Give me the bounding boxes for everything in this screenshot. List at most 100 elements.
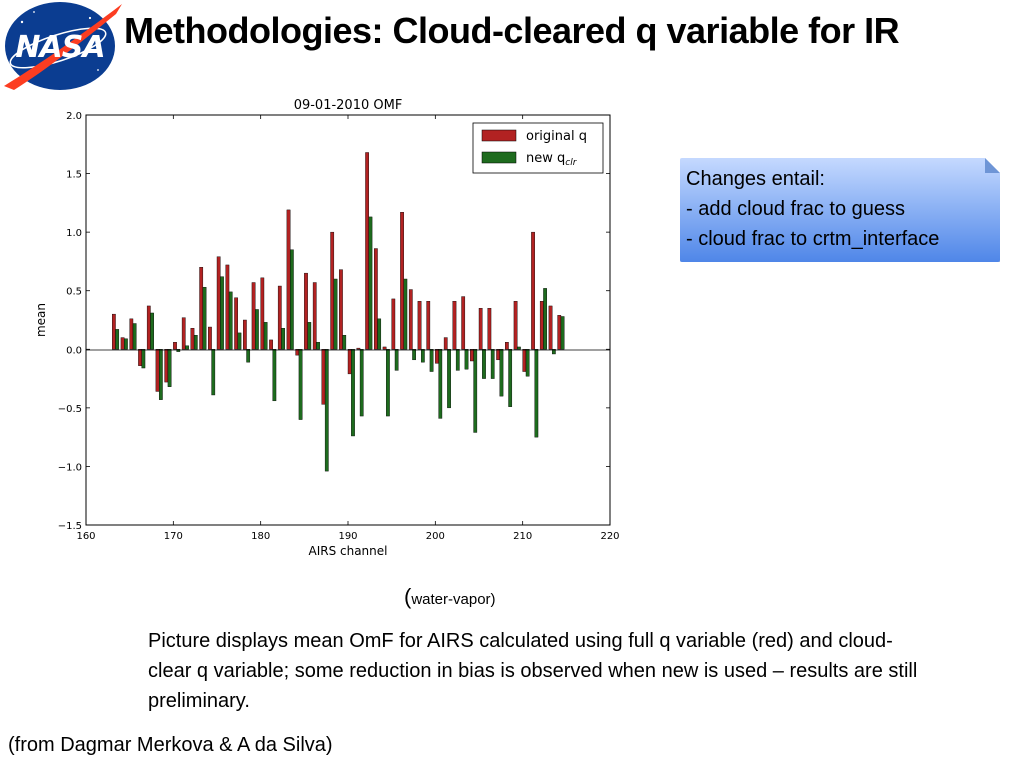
slide-title: Methodologies: Cloud-cleared q variable … (124, 10, 900, 51)
bar-original-q-ch169 (164, 349, 169, 383)
credit-text: (from Dagmar Merkova & A da Silva) (8, 734, 333, 756)
y-tick-label: 0.5 (66, 287, 82, 298)
y-tick-label: −1.0 (58, 462, 82, 473)
chart-title: 09-01-2010 OMF (294, 98, 403, 113)
x-tick-label: 210 (513, 531, 532, 542)
bar-new-q-ch213 (551, 349, 556, 355)
legend-label-original: original q (526, 129, 587, 144)
y-tick-label: −1.5 (58, 521, 82, 532)
callout-folded-corner (985, 158, 1000, 173)
bar-new-q-ch196 (403, 278, 408, 350)
bar-new-q-ch194 (386, 349, 390, 417)
bar-original-q-ch176 (225, 264, 230, 350)
bar-original-q-ch190 (347, 349, 352, 375)
changes-callout (680, 158, 1000, 262)
bar-new-q-ch173 (202, 286, 207, 350)
x-tick-label: 160 (76, 531, 95, 542)
bar-original-q-ch180 (260, 277, 265, 350)
bar-original-q-ch202 (452, 301, 457, 350)
x-tick-label: 220 (600, 531, 619, 542)
bar-new-q-ch175 (220, 276, 224, 350)
y-axis-ticks: 2.0 1.5 1.0 0.5 0.0 −0.5 −1.0 −1.5 (58, 111, 610, 532)
bar-new-q-ch203 (464, 349, 469, 370)
omf-bar-chart: 09-01-2010 OMF 2.0 1.5 1.0 0.5 0.0 −0.5 −1.0 −1… (34, 98, 620, 558)
bar-original-q-ch197 (408, 289, 413, 350)
bar-original-q-ch188 (330, 231, 335, 350)
x-tick-label: 180 (251, 531, 270, 542)
bar-original-q-ch187 (321, 349, 326, 405)
bar-original-q-ch189 (339, 269, 343, 350)
bar-new-q-ch199 (429, 349, 434, 372)
bar-original-q-ch183 (286, 209, 291, 350)
bar-original-q-ch168 (155, 349, 160, 392)
bar-new-q-ch180 (263, 322, 268, 350)
bar-original-q-ch185 (304, 272, 308, 350)
bar-original-q-ch175 (216, 256, 221, 350)
y-tick-label: 1.5 (66, 170, 82, 181)
bar-new-q-ch168 (158, 349, 163, 400)
legend-swatch-original (481, 129, 517, 142)
bar-new-q-ch205 (482, 349, 486, 379)
x-tick-label: 190 (338, 531, 357, 542)
bar-new-q-ch171 (185, 345, 189, 350)
bar-original-q-ch205 (478, 308, 483, 350)
bar-new-q-ch177 (237, 332, 242, 350)
bar-original-q-ch171 (181, 317, 186, 350)
bar-new-q-ch165 (132, 323, 137, 350)
bar-original-q-ch186 (312, 282, 317, 350)
bar-new-q-ch214 (560, 316, 565, 350)
nasa-logo-text: NASA (15, 30, 104, 65)
legend-label-new: new qclr (526, 151, 578, 168)
bar-new-q-ch197 (412, 349, 416, 361)
bar-original-q-ch212 (539, 301, 544, 350)
bar-original-q-ch201 (443, 337, 448, 350)
bar-new-q-ch200 (438, 349, 443, 419)
bar-new-q-ch210 (525, 349, 530, 377)
bar-original-q-ch182 (277, 285, 282, 350)
bar-new-q-ch193 (377, 318, 382, 350)
bar-new-q-ch209 (517, 346, 521, 350)
x-tick-label: 200 (426, 531, 445, 542)
bar-new-q-ch184 (298, 349, 303, 420)
bar-new-q-ch201 (447, 349, 451, 409)
bar-new-q-ch167 (150, 312, 154, 350)
bar-original-q-ch195 (391, 298, 396, 350)
bar-original-q-ch164 (120, 337, 125, 350)
y-tick-label: 1.0 (66, 228, 82, 239)
legend-label-new-main: new q (526, 151, 565, 166)
y-tick-label: −0.5 (58, 404, 82, 415)
bar-original-q-ch194 (382, 346, 387, 350)
bar-new-q-ch185 (307, 322, 312, 350)
bar-original-q-ch170 (173, 342, 177, 350)
bar-original-q-ch207 (496, 349, 500, 361)
bar-original-q-ch178 (242, 319, 247, 350)
bar-original-q-ch203 (461, 296, 466, 350)
x-axis-label: AIRS channel (308, 544, 387, 558)
bar-original-q-ch210 (522, 349, 527, 372)
bar-new-q-ch166 (141, 349, 146, 369)
bar-new-q-ch190 (351, 349, 355, 437)
bar-new-q-ch187 (324, 349, 329, 472)
bar-new-q-ch182 (281, 327, 285, 350)
bar-original-q-ch211 (531, 231, 535, 350)
bar-new-q-ch178 (246, 349, 251, 363)
bar-new-q-ch191 (359, 349, 364, 417)
bar-original-q-ch198 (417, 301, 422, 350)
bar-new-q-ch207 (499, 349, 504, 397)
bar-original-q-ch181 (269, 339, 273, 350)
bar-new-q-ch202 (455, 349, 460, 371)
bar-original-q-ch179 (251, 282, 256, 350)
bar-original-q-ch163 (111, 313, 116, 350)
chart-caption: (water-vapor) (404, 584, 496, 610)
bar-original-q-ch173 (199, 267, 204, 350)
y-tick-label: 2.0 (66, 111, 82, 122)
bar-new-q-ch188 (333, 278, 338, 350)
bar-new-q-ch179 (255, 309, 259, 350)
bar-new-q-ch189 (342, 335, 347, 350)
legend-label-new-subscript: clr (565, 158, 577, 168)
bar-original-q-ch196 (400, 212, 404, 350)
bar-new-q-ch204 (473, 349, 478, 433)
bar-new-q-ch170 (176, 349, 181, 352)
bar-original-q-ch209 (513, 301, 518, 350)
bar-original-q-ch199 (426, 301, 431, 350)
